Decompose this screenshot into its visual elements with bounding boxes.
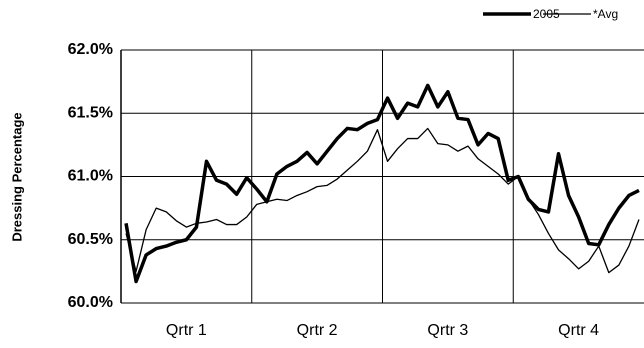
- y-tick-label: 61.0%: [68, 168, 113, 185]
- x-tick-label: Qrtr 4: [558, 322, 599, 339]
- series-line: [124, 83, 640, 284]
- x-tick-label: Qrtr 2: [297, 322, 338, 339]
- legend-label: *Avg: [593, 7, 618, 21]
- y-tick-label: 62.0%: [68, 41, 113, 58]
- y-tick-label: 60.0%: [68, 294, 113, 311]
- x-tick-label: Qrtr 1: [166, 322, 207, 339]
- series-line: [125, 127, 640, 274]
- x-tick-label: Qrtr 3: [427, 322, 468, 339]
- y-axis-title: Dressing Percentage: [9, 112, 24, 241]
- y-tick-label: 60.5%: [68, 231, 113, 248]
- y-tick-label: 61.5%: [68, 104, 113, 121]
